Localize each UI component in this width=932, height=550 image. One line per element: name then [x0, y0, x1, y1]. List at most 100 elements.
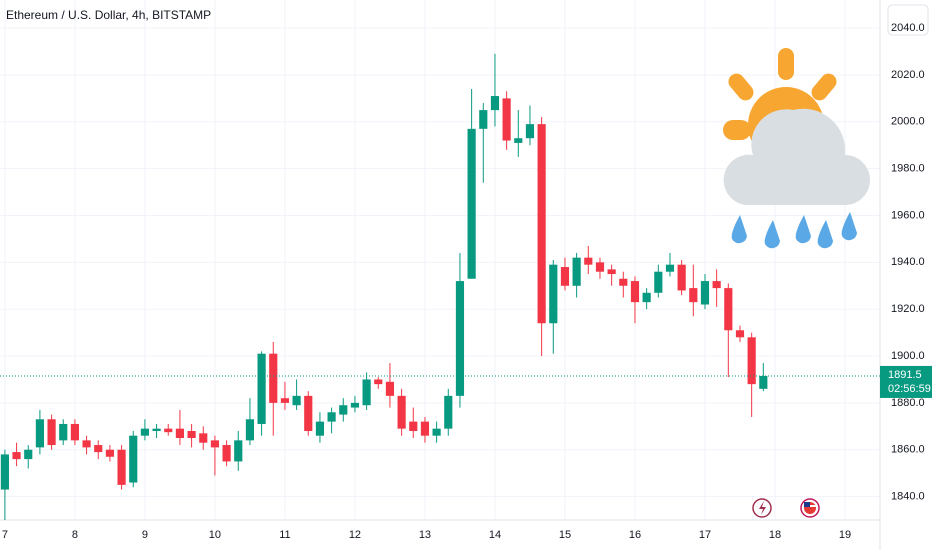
y-tick-label: 2040.0: [891, 22, 925, 34]
y-tick-label: 1920.0: [891, 303, 925, 315]
candle-body: [549, 264, 558, 324]
x-tick-label: 13: [419, 529, 431, 541]
y-tick-label: 2000.0: [891, 116, 925, 128]
candle-body: [82, 440, 91, 448]
candle-body: [35, 419, 44, 448]
candle-body: [70, 423, 79, 441]
candle-body: [339, 405, 348, 415]
y-tick-label: 1880.0: [891, 397, 925, 409]
candle-body: [385, 381, 395, 396]
candle-body: [525, 124, 535, 139]
candle-body: [747, 337, 756, 385]
candle-body: [292, 395, 301, 406]
candle-body: [304, 395, 313, 431]
candle-body: [409, 421, 418, 431]
candle-body: [164, 428, 173, 433]
candle-body: [630, 281, 640, 303]
candle-body: [269, 353, 278, 403]
event-icon[interactable]: [752, 498, 772, 518]
settings-button[interactable]: [887, 4, 929, 36]
candle-body: [467, 128, 476, 279]
candle-body: [175, 428, 185, 439]
candle-body: [654, 271, 663, 293]
candle-body: [12, 452, 21, 460]
candle-body: [677, 264, 686, 291]
candle-body: [502, 98, 511, 141]
candle-body: [572, 257, 581, 286]
x-tick-label: 18: [769, 529, 781, 541]
countdown-label: 02:56:59: [888, 383, 931, 395]
candle-body: [689, 288, 698, 303]
candle-body: [619, 278, 628, 286]
candle-body: [234, 440, 243, 462]
candle-body: [700, 281, 710, 305]
candle-body: [47, 419, 56, 446]
x-tick-label: 9: [142, 529, 148, 541]
x-tick-label: 7: [2, 529, 8, 541]
candle-body: [362, 379, 371, 406]
candle-body: [210, 440, 220, 448]
x-tick-label: 16: [629, 529, 641, 541]
candle-body: [315, 421, 325, 436]
candle-body: [0, 454, 9, 490]
candle-body: [560, 267, 570, 286]
candle-body: [759, 375, 768, 389]
x-tick-label: 15: [559, 529, 571, 541]
candle-body: [514, 138, 523, 143]
x-tick-label: 11: [279, 529, 290, 541]
candle-body: [537, 124, 546, 324]
candle-body: [712, 281, 721, 289]
y-tick-label: 1980.0: [891, 163, 925, 175]
candle-body: [735, 330, 745, 338]
event-icon[interactable]: [800, 498, 820, 518]
candle-body: [479, 110, 488, 129]
x-tick-label: 17: [699, 529, 711, 541]
candle-body: [490, 96, 500, 111]
x-tick-label: 14: [489, 529, 501, 541]
candle-body: [432, 428, 441, 436]
y-tick-label: 1960.0: [891, 209, 925, 221]
candle-body: [350, 402, 360, 408]
candle-body: [327, 412, 336, 422]
candle-body: [94, 445, 103, 453]
x-tick-label: 10: [209, 529, 221, 541]
candle-body: [584, 257, 593, 265]
candle-body: [374, 379, 383, 385]
candle-body: [595, 262, 605, 272]
candle-body: [665, 264, 675, 272]
candle-body: [245, 419, 255, 441]
x-tick-label: 12: [349, 529, 361, 541]
candle-body: [187, 430, 196, 439]
chart-title: Ethereum / U.S. Dollar, 4h, BITSTAMP: [6, 8, 211, 22]
candle-body: [280, 398, 290, 403]
candle-body: [257, 353, 266, 424]
candle-body: [397, 395, 406, 429]
candles: [0, 53, 768, 520]
candle-body: [140, 428, 150, 436]
y-tick-label: 1900.0: [891, 350, 925, 362]
y-tick-label: 1940.0: [891, 256, 925, 268]
last-price-label: 1891.5: [888, 369, 922, 381]
candle-body: [129, 435, 138, 483]
y-tick-label: 1860.0: [891, 444, 925, 456]
x-tick-label: 19: [839, 529, 851, 541]
candle-body: [117, 449, 126, 485]
candle-body: [444, 395, 453, 429]
candle-body: [152, 428, 161, 431]
candle-body: [642, 292, 651, 303]
x-tick-label: 8: [72, 529, 78, 541]
candle-body: [222, 445, 231, 462]
candle-body: [607, 269, 616, 275]
candle-body: [199, 433, 208, 443]
y-tick-label: 2020.0: [891, 69, 925, 81]
candle-body: [59, 423, 68, 441]
candle-body: [455, 281, 465, 396]
candle-body: [24, 449, 33, 460]
y-tick-label: 1840.0: [891, 490, 925, 502]
candle-body: [105, 449, 114, 457]
candle-body: [724, 288, 733, 331]
candle-body: [420, 421, 430, 436]
last-price-box: [880, 365, 932, 398]
